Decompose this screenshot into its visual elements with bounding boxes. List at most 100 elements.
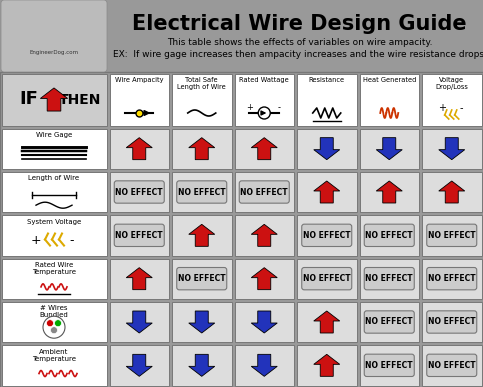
- Circle shape: [51, 327, 57, 334]
- Text: NO EFFECT: NO EFFECT: [115, 187, 163, 197]
- Bar: [422, 259, 482, 299]
- Text: NO EFFECT: NO EFFECT: [178, 187, 226, 197]
- Polygon shape: [41, 88, 68, 111]
- FancyBboxPatch shape: [427, 267, 477, 290]
- Polygon shape: [189, 224, 215, 247]
- Bar: [172, 74, 231, 125]
- Text: This table shows the effects of variables on wire ampacity.: This table shows the effects of variable…: [167, 38, 432, 47]
- Text: NO EFFECT: NO EFFECT: [241, 187, 288, 197]
- Polygon shape: [376, 138, 402, 160]
- Polygon shape: [189, 354, 215, 376]
- Polygon shape: [439, 138, 465, 160]
- Bar: [172, 302, 231, 342]
- Bar: [235, 259, 294, 299]
- Bar: [422, 74, 482, 125]
- Polygon shape: [251, 138, 277, 160]
- Text: NO EFFECT: NO EFFECT: [428, 317, 476, 327]
- Text: -: -: [278, 103, 281, 113]
- Circle shape: [43, 316, 65, 338]
- Bar: [1, 215, 106, 255]
- Polygon shape: [251, 311, 277, 333]
- Polygon shape: [314, 181, 340, 203]
- Bar: [422, 215, 482, 255]
- Bar: [359, 345, 419, 385]
- Text: EngineerDog.com: EngineerDog.com: [29, 50, 79, 55]
- Bar: [110, 172, 169, 212]
- Bar: [297, 259, 356, 299]
- Polygon shape: [439, 181, 465, 203]
- Polygon shape: [126, 354, 152, 376]
- Polygon shape: [314, 311, 340, 333]
- Bar: [359, 74, 419, 125]
- Text: System Voltage: System Voltage: [27, 219, 81, 225]
- Text: Electrical Wire Design Guide: Electrical Wire Design Guide: [132, 14, 467, 34]
- Bar: [110, 302, 169, 342]
- FancyBboxPatch shape: [427, 311, 477, 333]
- Bar: [0, 0, 483, 72]
- FancyBboxPatch shape: [177, 181, 227, 203]
- Bar: [359, 215, 419, 255]
- Bar: [1, 172, 106, 212]
- Text: Total Safe
Length of Wire: Total Safe Length of Wire: [177, 77, 226, 90]
- Text: Ambient
Temperature: Ambient Temperature: [32, 349, 76, 362]
- FancyBboxPatch shape: [364, 311, 414, 333]
- Text: +: +: [246, 103, 253, 113]
- Text: -: -: [70, 234, 74, 247]
- Text: NO EFFECT: NO EFFECT: [366, 274, 413, 283]
- Bar: [422, 172, 482, 212]
- Text: NO EFFECT: NO EFFECT: [428, 361, 476, 370]
- Bar: [110, 74, 169, 125]
- Polygon shape: [126, 311, 152, 333]
- Bar: [172, 172, 231, 212]
- Bar: [110, 259, 169, 299]
- Bar: [235, 215, 294, 255]
- FancyBboxPatch shape: [114, 181, 164, 203]
- Bar: [297, 302, 356, 342]
- Text: Wire Gage: Wire Gage: [36, 132, 72, 138]
- Bar: [172, 215, 231, 255]
- Text: Length of Wire: Length of Wire: [28, 175, 80, 182]
- Bar: [0, 72, 483, 387]
- Polygon shape: [189, 311, 215, 333]
- FancyBboxPatch shape: [1, 0, 107, 72]
- Text: # Wires
Bundled: # Wires Bundled: [40, 305, 69, 319]
- FancyBboxPatch shape: [239, 181, 289, 203]
- Text: NO EFFECT: NO EFFECT: [428, 274, 476, 283]
- Bar: [422, 128, 482, 169]
- Text: Rated Wattage: Rated Wattage: [240, 77, 289, 83]
- FancyBboxPatch shape: [364, 267, 414, 290]
- Bar: [297, 172, 356, 212]
- Text: NO EFFECT: NO EFFECT: [178, 274, 226, 283]
- Text: Resistance: Resistance: [309, 77, 345, 83]
- Bar: [172, 345, 231, 385]
- Bar: [1, 259, 106, 299]
- Text: Rated Wire
Temperature: Rated Wire Temperature: [32, 262, 76, 275]
- Bar: [235, 302, 294, 342]
- Text: +: +: [438, 103, 446, 113]
- Text: NO EFFECT: NO EFFECT: [115, 231, 163, 240]
- Polygon shape: [189, 138, 215, 160]
- Bar: [235, 345, 294, 385]
- Bar: [235, 128, 294, 169]
- Bar: [235, 172, 294, 212]
- Text: NO EFFECT: NO EFFECT: [366, 361, 413, 370]
- Polygon shape: [126, 268, 152, 289]
- Polygon shape: [251, 224, 277, 247]
- FancyBboxPatch shape: [364, 224, 414, 247]
- Polygon shape: [314, 138, 340, 160]
- Text: NO EFFECT: NO EFFECT: [303, 231, 351, 240]
- Bar: [172, 128, 231, 169]
- Bar: [1, 74, 106, 125]
- Bar: [422, 345, 482, 385]
- Text: IF: IF: [20, 91, 39, 108]
- FancyBboxPatch shape: [114, 224, 164, 247]
- Text: +: +: [31, 234, 42, 247]
- Bar: [110, 345, 169, 385]
- Bar: [172, 259, 231, 299]
- FancyBboxPatch shape: [177, 267, 227, 290]
- FancyBboxPatch shape: [427, 354, 477, 377]
- Polygon shape: [314, 354, 340, 376]
- Text: NO EFFECT: NO EFFECT: [366, 317, 413, 327]
- Text: NO EFFECT: NO EFFECT: [366, 231, 413, 240]
- Bar: [1, 345, 106, 385]
